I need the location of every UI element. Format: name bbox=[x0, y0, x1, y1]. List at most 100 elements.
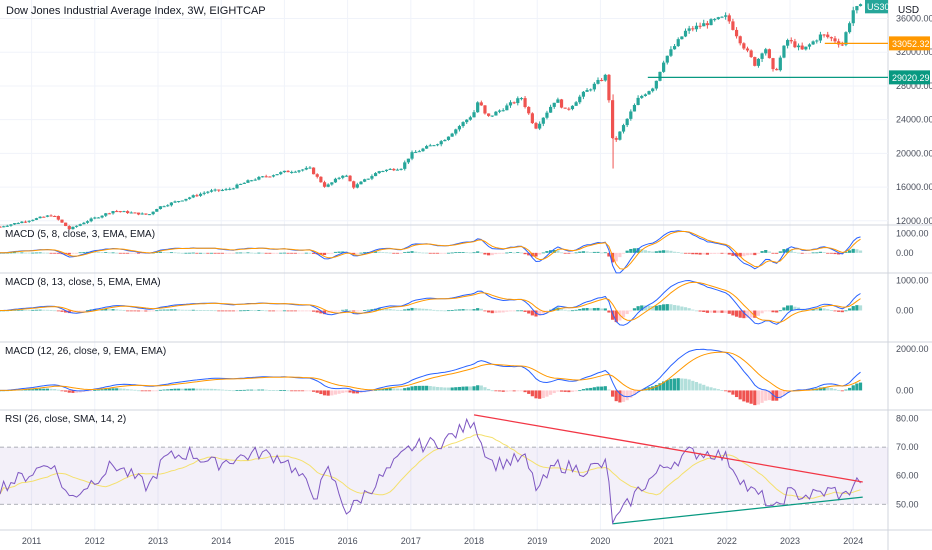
candle-body bbox=[67, 226, 71, 230]
macd-fast-histogram-bar bbox=[78, 252, 82, 254]
macd-slow-histogram-bar bbox=[93, 390, 97, 391]
currency-label[interactable]: USD bbox=[898, 5, 920, 16]
macd-mid-histogram-bar bbox=[782, 307, 786, 311]
macd-mid-histogram-bar bbox=[213, 310, 217, 312]
macd-fast-histogram-bar bbox=[607, 252, 611, 257]
macd-mid-histogram-bar bbox=[359, 310, 363, 312]
macd-mid-histogram-bar bbox=[180, 309, 184, 311]
macd-fast-histogram-bar bbox=[545, 251, 549, 253]
candle-body bbox=[428, 145, 432, 147]
macd-mid-histogram-bar bbox=[559, 308, 564, 311]
macd-mid-histogram-bar bbox=[198, 310, 203, 311]
candle-body bbox=[2, 226, 6, 228]
macd-fast-histogram-bar bbox=[775, 252, 779, 254]
candle-body bbox=[228, 188, 232, 190]
macd-mid-histogram-bar bbox=[760, 310, 764, 314]
macd-fast-histogram-bar bbox=[184, 252, 188, 254]
macd-fast-histogram-bar bbox=[796, 252, 801, 254]
macd-mid-macd-line bbox=[0, 279, 861, 326]
macd-slow-histogram-bar bbox=[538, 390, 542, 399]
candle-body bbox=[71, 226, 75, 230]
macd-slow-histogram-bar bbox=[42, 388, 46, 391]
candle-body bbox=[395, 169, 400, 171]
macd-slow-histogram-bar bbox=[487, 388, 491, 391]
price-level-label: 33052.32 bbox=[892, 39, 930, 49]
macd-fast-histogram-bar bbox=[373, 251, 378, 253]
macd-fast-label[interactable]: MACD (5, 8, close, 3, EMA, EMA) bbox=[5, 229, 156, 240]
macd-slow-histogram-bar bbox=[188, 388, 192, 391]
macd-mid-histogram-bar bbox=[443, 310, 447, 312]
macd-fast-histogram-bar bbox=[410, 251, 414, 253]
macd-fast-histogram-bar bbox=[126, 252, 130, 254]
macd-slow-histogram-bar bbox=[461, 386, 465, 391]
candle-body bbox=[596, 79, 600, 84]
candle-body bbox=[742, 43, 746, 49]
macd-fast-histogram-bar bbox=[760, 251, 764, 253]
macd-mid-histogram-bar bbox=[315, 310, 319, 313]
macd-mid-histogram-bar bbox=[384, 308, 389, 311]
candle-body bbox=[559, 99, 564, 108]
macd-slow-histogram-bar bbox=[731, 390, 735, 395]
macd-fast-histogram-bar bbox=[767, 251, 771, 253]
macd-mid-histogram-bar bbox=[793, 306, 797, 311]
macd-mid-histogram-bar bbox=[705, 310, 709, 313]
macd-slow-histogram-bar bbox=[585, 388, 589, 391]
candle-body bbox=[333, 178, 338, 183]
macd-fast-histogram-bar bbox=[847, 250, 852, 253]
macd-slow-histogram-bar bbox=[680, 378, 684, 391]
macd-mid-histogram-bar bbox=[658, 305, 662, 311]
macd-fast-histogram-bar bbox=[454, 252, 458, 254]
macd-mid-histogram-bar bbox=[621, 310, 626, 318]
candle-body bbox=[530, 113, 534, 124]
macd-slow-histogram-bar bbox=[698, 383, 702, 391]
macd-fast-histogram-bar bbox=[789, 249, 793, 253]
candle-body bbox=[702, 23, 706, 27]
macd-fast-histogram-bar bbox=[734, 252, 739, 257]
candle-body bbox=[694, 25, 699, 30]
candle-body bbox=[118, 211, 122, 213]
candle-body bbox=[607, 74, 611, 101]
macd-slow-label[interactable]: MACD (12, 26, close, 9, EMA, EMA) bbox=[5, 346, 167, 357]
macd-fast-histogram-bar bbox=[333, 251, 338, 253]
macd-fast-histogram-bar bbox=[643, 250, 647, 253]
macd-mid-histogram-bar bbox=[840, 310, 844, 313]
macd-fast-tick-label: 0.00 bbox=[896, 248, 914, 258]
candle-body bbox=[782, 45, 786, 58]
candle-body bbox=[665, 55, 669, 63]
macd-slow-histogram-bar bbox=[239, 389, 243, 391]
candle-body bbox=[56, 216, 60, 220]
candle-body bbox=[5, 225, 9, 227]
macd-fast-histogram-bar bbox=[326, 252, 330, 254]
macd-mid-histogram-bar bbox=[512, 310, 516, 312]
macd-slow-histogram-bar bbox=[392, 388, 396, 391]
macd-fast-histogram-bar bbox=[476, 251, 480, 253]
candle-body bbox=[239, 183, 243, 185]
macd-fast-histogram-bar bbox=[403, 252, 407, 254]
macd-mid-histogram-bar bbox=[446, 310, 451, 312]
candle-body bbox=[235, 184, 239, 189]
macd-fast-histogram-bar bbox=[173, 252, 177, 254]
candle-body bbox=[180, 200, 184, 202]
candle-body bbox=[716, 17, 720, 20]
macd-fast-histogram-bar bbox=[516, 252, 520, 254]
candle-body bbox=[286, 170, 290, 173]
candle-body bbox=[654, 80, 658, 89]
candle-body bbox=[406, 158, 410, 163]
candle-body bbox=[104, 213, 108, 216]
macd-mid-histogram-bar bbox=[158, 309, 163, 311]
macd-slow-histogram-bar bbox=[85, 390, 90, 392]
candle-body bbox=[822, 34, 826, 36]
candle-body bbox=[166, 205, 170, 207]
macd-mid-label[interactable]: MACD (8, 13, close, 5, EMA, EMA) bbox=[5, 277, 161, 288]
macd-mid-histogram-bar bbox=[231, 310, 235, 312]
macd-slow-histogram-bar bbox=[771, 390, 775, 401]
rsi-label[interactable]: RSI (26, close, SMA, 14, 2) bbox=[5, 414, 127, 425]
macd-mid-histogram-bar bbox=[377, 308, 381, 311]
candle-body bbox=[705, 23, 709, 26]
macd-slow-histogram-bar bbox=[228, 390, 232, 391]
macd-fast-histogram-bar bbox=[578, 251, 582, 253]
macd-slow-histogram-bar bbox=[308, 390, 312, 392]
macd-slow-histogram-bar bbox=[184, 388, 188, 391]
macd-fast-histogram-bar bbox=[45, 252, 50, 254]
macd-slow-histogram-bar bbox=[253, 389, 257, 391]
